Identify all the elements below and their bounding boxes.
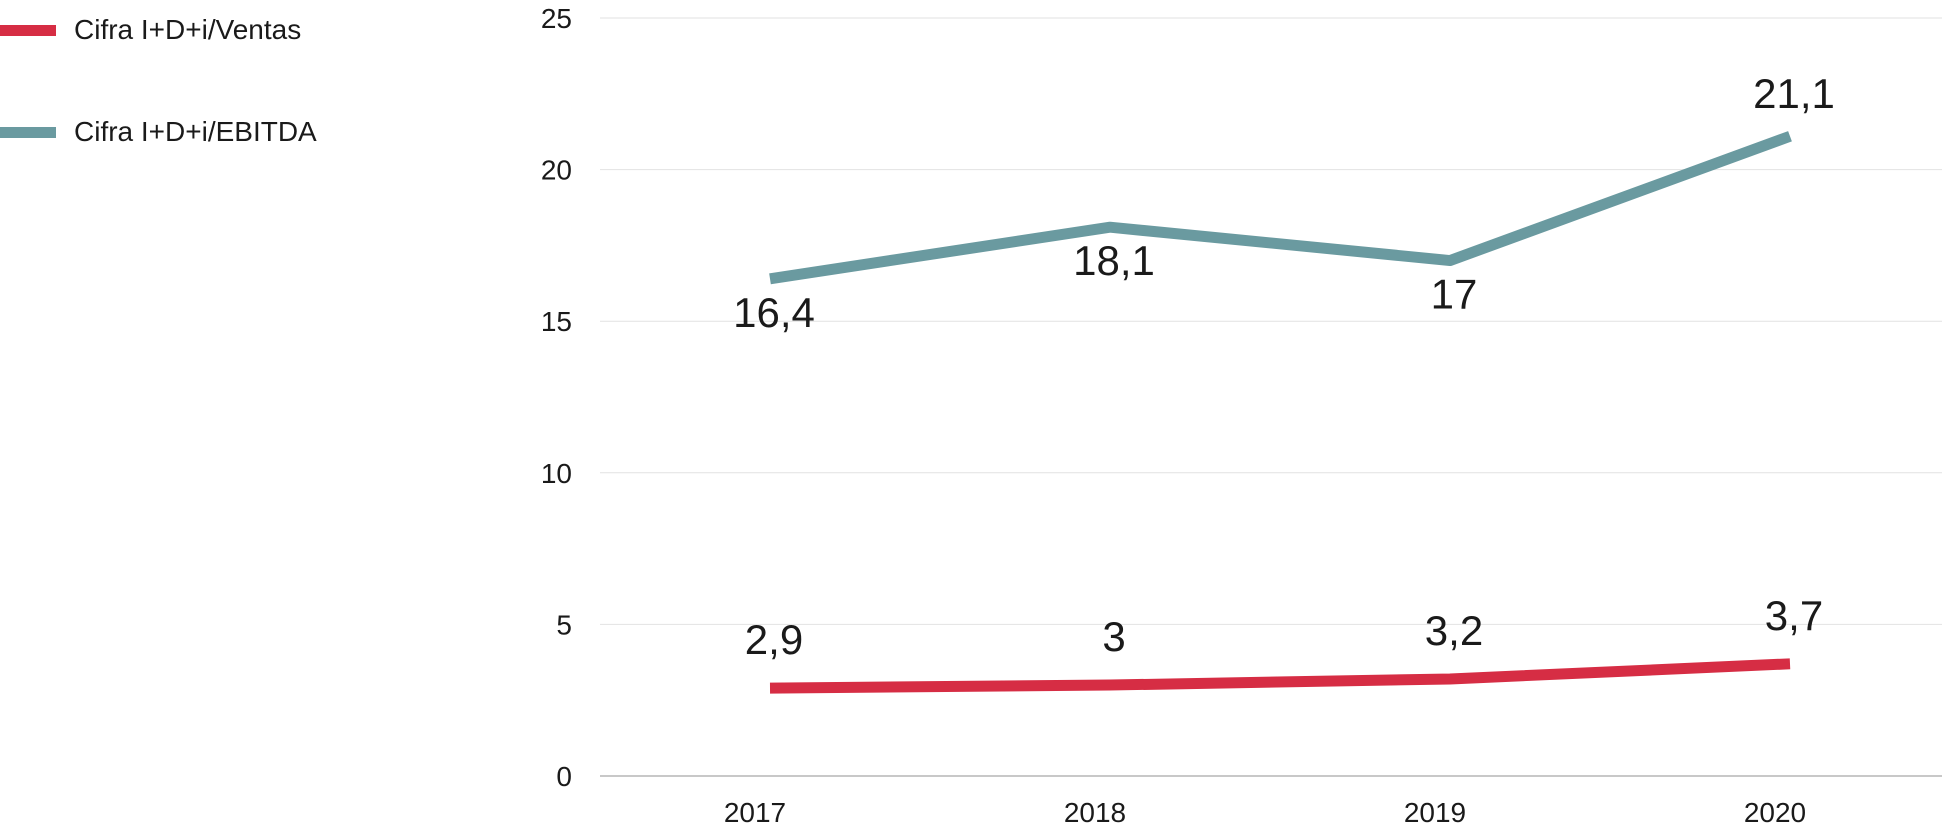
grid-layer: [600, 17, 1942, 777]
x-tick-label: 2018: [1064, 797, 1126, 828]
data-label: 3: [1102, 613, 1125, 660]
x-tick-label: 2017: [724, 797, 786, 828]
data-label: 21,1: [1753, 70, 1835, 117]
y-tick-label: 0: [556, 761, 572, 792]
y-axis-ticks: 0 5 10 15 20 25: [541, 3, 572, 792]
data-label: 2,9: [745, 616, 803, 663]
data-label: 17: [1431, 271, 1478, 318]
y-tick-label: 10: [541, 458, 572, 489]
data-label: 18,1: [1073, 237, 1155, 284]
legend-swatch-ebitda: [0, 126, 56, 138]
data-label: 3,2: [1425, 607, 1483, 654]
legend-item-ebitda: Cifra I+D+i/EBITDA: [0, 116, 317, 148]
y-tick-label: 25: [541, 3, 572, 34]
y-tick-label: 5: [556, 609, 572, 640]
series-line-1: [769, 131, 1792, 285]
x-axis-ticks: 2017 2018 2019 2020: [724, 797, 1806, 828]
data-label: 16,4: [733, 289, 815, 336]
legend-label-ebitda: Cifra I+D+i/EBITDA: [74, 116, 317, 147]
data-labels: 2,9 3 3,2 3,7 16,4 18,1 17 21,1: [733, 70, 1835, 663]
legend-label-ventas: Cifra I+D+i/Ventas: [74, 14, 302, 45]
x-tick-label: 2019: [1404, 797, 1466, 828]
y-tick-label: 20: [541, 155, 572, 186]
x-tick-label: 2020: [1744, 797, 1806, 828]
legend-swatch-ventas: [0, 24, 56, 36]
series-layer: [769, 131, 1792, 694]
legend-item-ventas: Cifra I+D+i/Ventas: [0, 14, 301, 46]
data-label: 3,7: [1765, 592, 1823, 639]
y-tick-label: 15: [541, 306, 572, 337]
series-line-0: [769, 658, 1791, 694]
